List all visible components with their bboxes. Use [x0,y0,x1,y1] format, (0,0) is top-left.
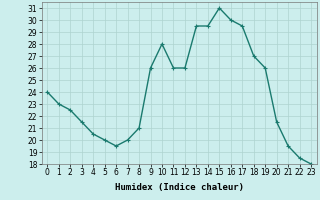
X-axis label: Humidex (Indice chaleur): Humidex (Indice chaleur) [115,183,244,192]
